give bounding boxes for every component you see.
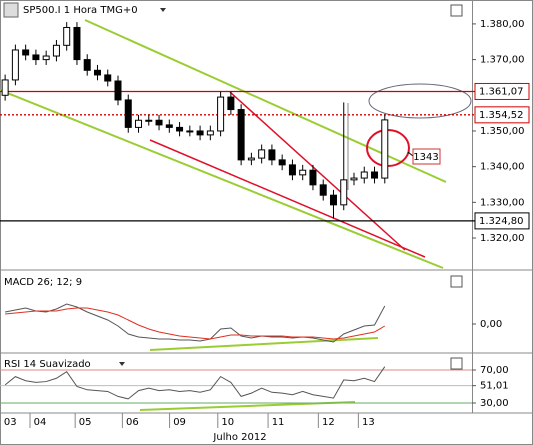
- window-button[interactable]: [450, 275, 463, 288]
- candle-body: [93, 69, 101, 76]
- candle-body: [165, 124, 173, 128]
- candle-body: [278, 159, 286, 166]
- symbol-icon[interactable]: [3, 2, 19, 18]
- candle-body: [350, 177, 358, 181]
- y-tick-label: 70,00: [480, 365, 509, 376]
- trend-line: [149, 337, 379, 351]
- candle-body: [340, 179, 348, 206]
- title-dropdown[interactable]: [160, 8, 166, 12]
- candle-body: [371, 171, 379, 179]
- y-tick-label: 1.320,00: [480, 233, 525, 244]
- candle-body: [73, 26, 81, 61]
- window-button[interactable]: [450, 4, 463, 17]
- series-line: [5, 303, 386, 343]
- candle-body: [1, 79, 9, 96]
- candle-body: [155, 119, 163, 126]
- candle-body: [135, 119, 143, 128]
- trend-line: [149, 139, 426, 258]
- level-label-box: [474, 106, 530, 124]
- candle-body: [247, 157, 255, 161]
- candle-body: [52, 44, 60, 57]
- y-tick-label: 1.380,00: [480, 19, 525, 30]
- y-tick-label: 51,01: [480, 381, 509, 392]
- candle-body: [217, 96, 225, 132]
- candle-body: [114, 80, 122, 101]
- annotation-box: [412, 148, 441, 165]
- candle-body: [319, 184, 327, 196]
- candle-body: [63, 26, 71, 46]
- candle-body: [11, 49, 19, 81]
- candle-body: [176, 126, 184, 132]
- chart-title: SP500.I 1 Hora TMG+0: [23, 5, 138, 16]
- level-label-box: [474, 212, 530, 230]
- x-tick-label: 04: [34, 417, 47, 428]
- x-tick-label: 10: [221, 417, 234, 428]
- x-tick-label: 05: [79, 417, 92, 428]
- series-line: [5, 307, 386, 340]
- candle-body: [309, 169, 317, 186]
- series-line: [4, 366, 386, 400]
- annotation-connector: [407, 151, 414, 157]
- x-tick-label: 12: [322, 417, 335, 428]
- y-tick-label: 1.350,00: [480, 126, 525, 137]
- candle-body: [32, 54, 40, 61]
- candle-body: [104, 74, 112, 82]
- window-button[interactable]: [450, 357, 463, 370]
- x-tick-label: 11: [272, 417, 285, 428]
- y-tick-label: 0,00: [480, 319, 502, 330]
- y-tick-label: 1.340,00: [480, 162, 525, 173]
- level-label-box: [474, 82, 530, 100]
- level-label: 1.361,07: [479, 86, 524, 97]
- candle-body: [83, 59, 91, 71]
- highlight-ellipse: [368, 83, 472, 119]
- level-label: 1.354,52: [479, 110, 524, 121]
- candle-body: [299, 169, 307, 176]
- candle-body: [237, 109, 245, 161]
- y-tick-label: 1.370,00: [480, 55, 525, 66]
- candle-body: [227, 96, 235, 111]
- x-tick-label: 03: [4, 417, 17, 428]
- candle-body: [206, 130, 214, 136]
- y-tick-label: 30,00: [480, 398, 509, 409]
- candle-body: [42, 55, 50, 61]
- panel-title: RSI 14 Suavizado: [4, 359, 91, 370]
- y-tick-label: 1.330,00: [480, 197, 525, 208]
- candle-body: [360, 171, 368, 179]
- candle-body: [196, 130, 204, 136]
- annotation: 1343: [413, 152, 438, 163]
- candle-body: [381, 119, 389, 179]
- x-tick-label: 06: [126, 417, 139, 428]
- candle-body: [22, 49, 30, 56]
- x-tick-label: 09: [173, 417, 186, 428]
- level-label: 1.324,80: [479, 216, 524, 227]
- x-axis-title: Julho 2012: [212, 432, 266, 443]
- candle-body: [258, 149, 266, 159]
- trend-line: [229, 91, 406, 251]
- x-tick-label: 13: [362, 417, 375, 428]
- title-dropdown[interactable]: [119, 362, 125, 366]
- candle-body: [186, 130, 194, 133]
- candle-body: [124, 99, 132, 128]
- trend-line: [0, 89, 444, 269]
- candle-body: [288, 164, 296, 176]
- candle-body: [329, 194, 337, 206]
- panel-title: MACD 26; 12; 9: [4, 277, 82, 288]
- candle-body: [268, 149, 276, 161]
- candle-body: [145, 119, 153, 122]
